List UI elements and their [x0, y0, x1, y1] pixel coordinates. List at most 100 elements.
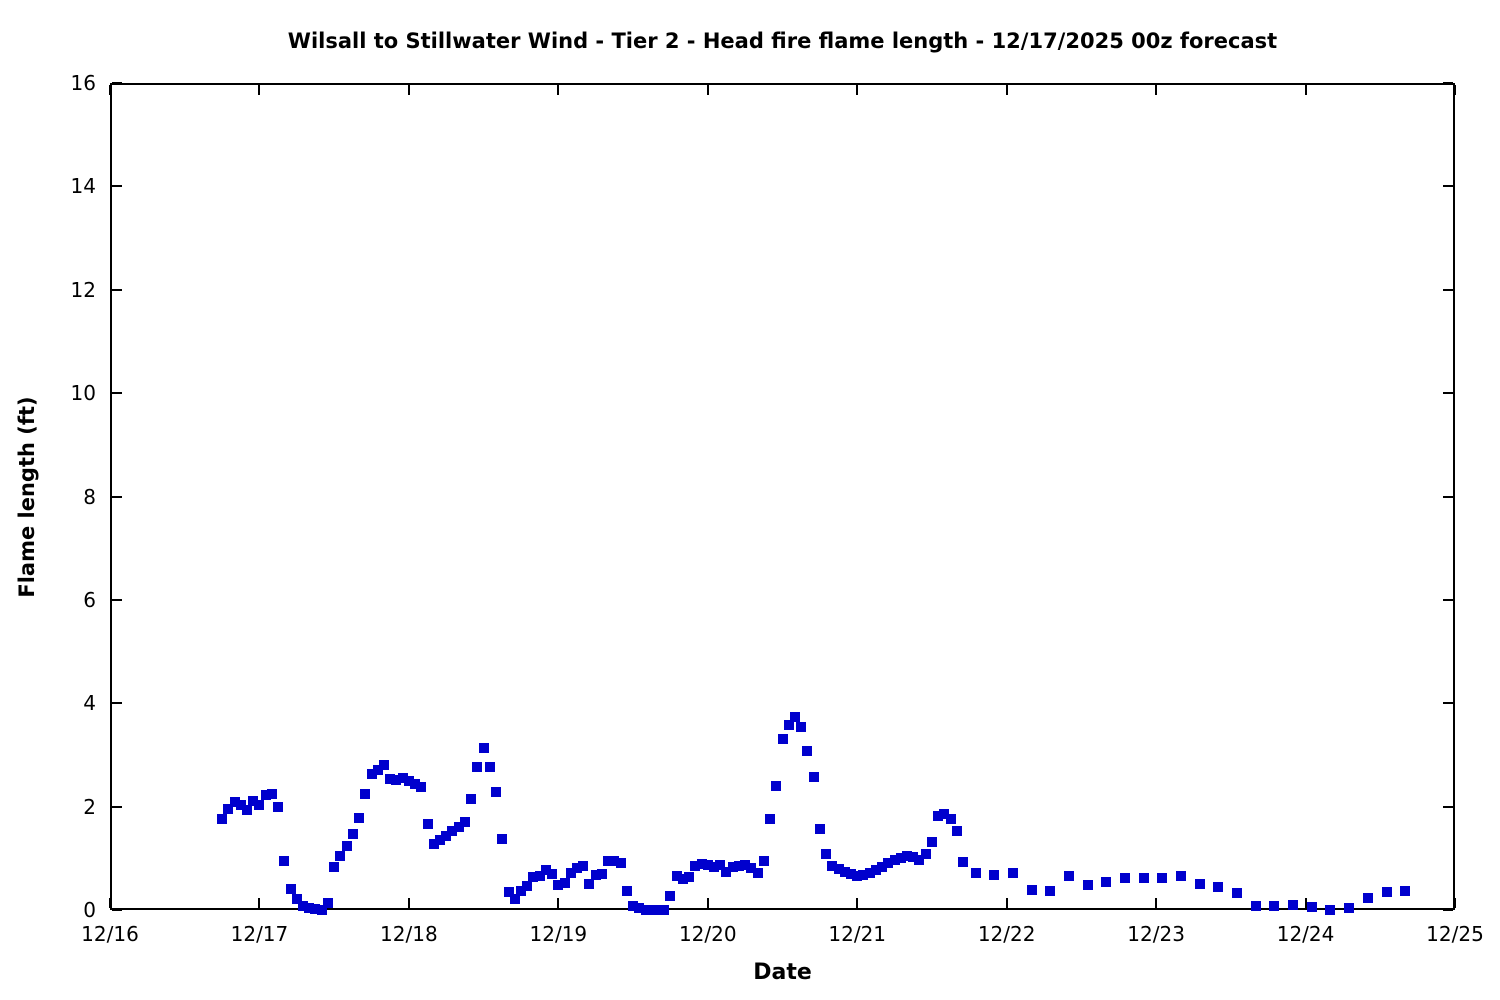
data-point — [771, 781, 782, 792]
data-point — [285, 884, 296, 895]
data-point — [640, 905, 651, 915]
x-tick-mark-top — [407, 85, 410, 95]
data-point — [696, 858, 707, 869]
data-point — [491, 786, 502, 797]
data-point — [279, 856, 290, 867]
data-point — [970, 868, 981, 879]
data-point — [515, 885, 526, 896]
data-point — [347, 829, 358, 840]
data-point — [926, 837, 937, 848]
data-point — [1232, 888, 1243, 899]
x-tick-label: 12/18 — [380, 922, 438, 946]
data-point — [939, 808, 950, 819]
data-point — [802, 746, 813, 757]
data-point — [870, 864, 881, 875]
data-point — [746, 862, 757, 873]
data-point — [578, 861, 589, 872]
data-point — [877, 861, 888, 872]
data-point — [765, 814, 776, 825]
data-point — [677, 873, 688, 884]
data-point — [453, 822, 464, 833]
data-point — [1269, 900, 1280, 911]
data-point — [441, 830, 452, 841]
x-tick-mark — [856, 898, 859, 908]
x-tick-label: 12/20 — [678, 922, 737, 946]
y-tick-mark-right — [1443, 805, 1453, 808]
x-tick-mark — [557, 898, 560, 908]
data-point — [665, 890, 676, 901]
x-tick-mark-top — [557, 85, 560, 95]
y-axis-title: Flame length (ft) — [15, 396, 39, 598]
data-point — [1045, 885, 1056, 896]
y-tick-mark-right — [1443, 392, 1453, 395]
x-tick-label: 12/17 — [230, 922, 289, 946]
x-tick-mark — [258, 898, 261, 908]
x-tick-label: 12/21 — [828, 922, 887, 946]
data-point — [354, 812, 365, 823]
data-point — [378, 759, 389, 770]
data-point — [752, 867, 763, 878]
x-tick-label: 12/25 — [1426, 922, 1484, 946]
data-point — [858, 869, 869, 880]
y-tick-mark-right — [1443, 288, 1453, 291]
data-point — [646, 905, 657, 915]
data-point — [652, 905, 663, 915]
data-point — [1101, 876, 1112, 887]
data-point — [397, 773, 408, 784]
data-point — [1288, 899, 1299, 910]
data-point — [796, 722, 807, 733]
data-point — [273, 802, 284, 813]
data-point — [1082, 880, 1093, 891]
data-point — [553, 880, 564, 891]
data-point — [391, 774, 402, 785]
y-tick-label: 16 — [70, 71, 96, 95]
data-point — [777, 734, 788, 745]
data-point — [478, 743, 489, 754]
data-point — [789, 711, 800, 722]
data-point — [852, 870, 863, 881]
y-tick-mark-right — [1443, 598, 1453, 601]
data-point — [241, 805, 252, 816]
x-tick-label: 12/19 — [529, 922, 588, 946]
data-point — [1325, 905, 1336, 915]
data-point — [733, 861, 744, 872]
plot-area — [110, 83, 1455, 910]
y-tick-mark-right — [1443, 495, 1453, 498]
x-tick-mark-top — [1454, 85, 1456, 95]
data-point — [590, 869, 601, 880]
data-point — [223, 804, 234, 815]
x-axis-title: Date — [753, 960, 812, 985]
y-tick-label: 10 — [70, 381, 96, 406]
data-point — [322, 898, 333, 909]
data-point — [572, 863, 582, 874]
y-tick-label: 12 — [70, 277, 96, 302]
data-point — [920, 848, 931, 859]
x-tick-mark — [1155, 898, 1158, 908]
x-tick-mark-top — [1005, 85, 1008, 95]
data-point — [659, 905, 670, 915]
data-point — [410, 778, 421, 789]
data-point — [895, 853, 906, 864]
data-point — [615, 857, 626, 868]
x-tick-mark-top — [258, 85, 261, 95]
data-point — [1362, 893, 1373, 904]
data-point — [715, 860, 726, 871]
data-point — [459, 817, 470, 828]
data-point — [416, 781, 427, 792]
y-tick-mark — [112, 288, 122, 291]
data-point — [534, 871, 545, 882]
data-point — [497, 834, 508, 845]
x-tick-mark-top — [109, 85, 111, 95]
data-point — [740, 859, 751, 870]
y-tick-mark — [112, 598, 122, 601]
y-tick-mark — [112, 909, 122, 911]
data-point — [727, 862, 738, 873]
y-tick-mark-right — [1443, 185, 1453, 188]
x-tick-label: 12/16 — [81, 922, 139, 946]
data-point — [709, 862, 719, 873]
data-point — [989, 869, 1000, 880]
data-point — [435, 834, 446, 845]
data-point — [1194, 879, 1205, 890]
x-tick-mark — [109, 898, 111, 908]
x-tick-mark-top — [856, 85, 859, 95]
